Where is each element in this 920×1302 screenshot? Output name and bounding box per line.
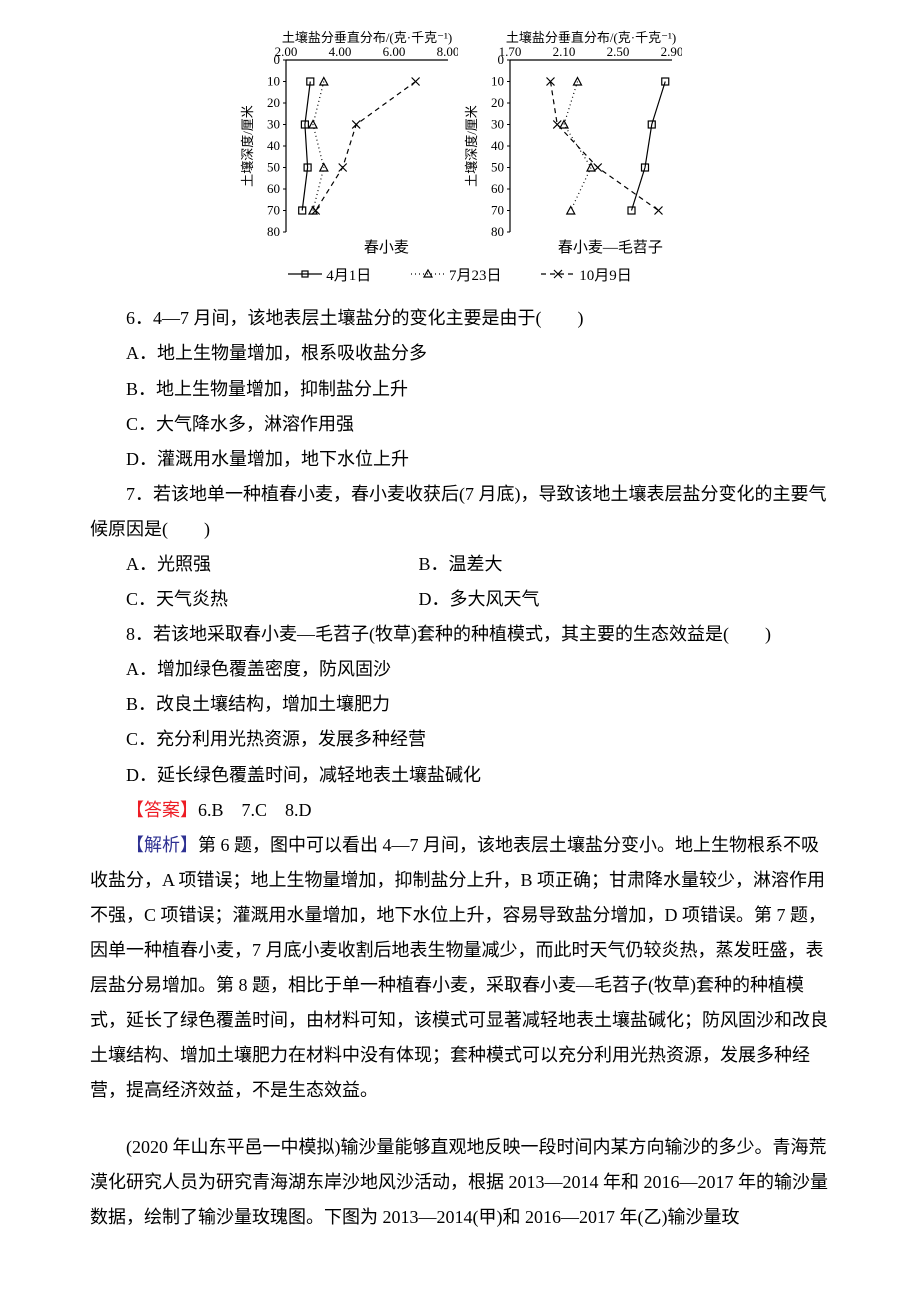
q7-row-ab: A．光照强 B．温差大 <box>90 547 830 582</box>
svg-text:土壤盐分垂直分布/(克·千克⁻¹): 土壤盐分垂直分布/(克·千克⁻¹) <box>282 30 452 45</box>
q7-stem: 7．若该地单一种植春小麦，春小麦收获后(7 月底)，导致该地土壤表层盐分变化的主… <box>90 477 830 547</box>
answer-label: 【答案】 <box>126 800 198 820</box>
legend-label: 10月9日 <box>579 268 632 284</box>
svg-text:10: 10 <box>491 74 504 89</box>
q7-opt-b: B．温差大 <box>419 547 707 582</box>
legend-label: 7月23日 <box>449 268 502 284</box>
svg-text:30: 30 <box>491 117 504 132</box>
legend-item-jul: 7月23日 <box>411 262 502 291</box>
q7-opt-a: A．光照强 <box>126 547 414 582</box>
q7-row-cd: C．天气炎热 D．多大风天气 <box>90 582 830 617</box>
soil-salinity-figure: 土壤盐分垂直分布/(克·千克⁻¹)2.004.006.008.000102030… <box>90 30 830 291</box>
svg-text:春小麦—毛苕子: 春小麦—毛苕子 <box>558 239 663 256</box>
svg-text:4.00: 4.00 <box>328 44 351 59</box>
svg-text:80: 80 <box>491 224 504 239</box>
legend-item-apr: 4月1日 <box>288 262 371 291</box>
passage2: (2020 年山东平邑一中模拟)输沙量能够直观地反映一段时间内某方向输沙的多少。… <box>90 1130 830 1235</box>
q6-opt-d: D．灌溉用水量增加，地下水位上升 <box>90 442 830 477</box>
chart-legend: 4月1日 7月23日 10月9日 <box>90 262 830 291</box>
svg-text:8.00: 8.00 <box>436 44 457 59</box>
q6-stem: 6．4—7 月间，该地表层土壤盐分的变化主要是由于( ) <box>90 301 830 336</box>
q8-stem: 8．若该地采取春小麦—毛苕子(牧草)套种的种植模式，其主要的生态效益是( ) <box>90 617 830 652</box>
svg-text:60: 60 <box>491 181 504 196</box>
svg-text:2.50: 2.50 <box>607 44 630 59</box>
q8-opt-c: C．充分利用光热资源，发展多种经营 <box>90 722 830 757</box>
q7-opt-c: C．天气炎热 <box>126 582 414 617</box>
svg-text:土壤深度/厘米: 土壤深度/厘米 <box>240 105 255 187</box>
q8-opt-b: B．改良土壤结构，增加土壤肥力 <box>90 687 830 722</box>
q7-opt-d: D．多大风天气 <box>419 582 707 617</box>
section-gap <box>90 1108 830 1130</box>
svg-text:80: 80 <box>267 224 280 239</box>
svg-text:70: 70 <box>267 203 280 218</box>
q6-opt-a: A．地上生物量增加，根系吸收盐分多 <box>90 336 830 371</box>
svg-text:土壤深度/厘米: 土壤深度/厘米 <box>464 105 479 187</box>
chart-left: 土壤盐分垂直分布/(克·千克⁻¹)2.004.006.008.000102030… <box>238 30 458 260</box>
svg-text:20: 20 <box>267 95 280 110</box>
svg-text:0: 0 <box>498 52 505 67</box>
q6-opt-c: C．大气降水多，淋溶作用强 <box>90 407 830 442</box>
svg-text:土壤盐分垂直分布/(克·千克⁻¹): 土壤盐分垂直分布/(克·千克⁻¹) <box>506 30 676 45</box>
svg-text:6.00: 6.00 <box>382 44 405 59</box>
explain-label: 【解析】 <box>126 835 198 855</box>
svg-text:0: 0 <box>273 52 280 67</box>
svg-text:2.10: 2.10 <box>553 44 576 59</box>
svg-text:40: 40 <box>267 138 280 153</box>
explain-text: 第 6 题，图中可以看出 4—7 月间，该地表层土壤盐分变小。地上生物根系不吸收… <box>90 835 828 1101</box>
svg-text:10: 10 <box>267 74 280 89</box>
svg-text:春小麦: 春小麦 <box>364 239 409 256</box>
svg-text:2.90: 2.90 <box>661 44 682 59</box>
svg-text:50: 50 <box>491 160 504 175</box>
legend-item-oct: 10月9日 <box>541 262 632 291</box>
explanation: 【解析】第 6 题，图中可以看出 4—7 月间，该地表层土壤盐分变小。地上生物根… <box>90 828 830 1109</box>
svg-text:40: 40 <box>491 138 504 153</box>
answer-text: 6.B 7.C 8.D <box>198 800 312 820</box>
answer-line: 【答案】6.B 7.C 8.D <box>90 793 830 828</box>
legend-label: 4月1日 <box>326 268 371 284</box>
svg-text:20: 20 <box>491 95 504 110</box>
chart-right: 土壤盐分垂直分布/(克·千克⁻¹)1.702.102.502.900102030… <box>462 30 682 260</box>
q8-opt-d: D．延长绿色覆盖时间，减轻地表土壤盐碱化 <box>90 758 830 793</box>
svg-text:70: 70 <box>491 203 504 218</box>
svg-text:60: 60 <box>267 181 280 196</box>
svg-text:50: 50 <box>267 160 280 175</box>
q6-opt-b: B．地上生物量增加，抑制盐分上升 <box>90 372 830 407</box>
q8-opt-a: A．增加绿色覆盖密度，防风固沙 <box>90 652 830 687</box>
svg-text:30: 30 <box>267 117 280 132</box>
